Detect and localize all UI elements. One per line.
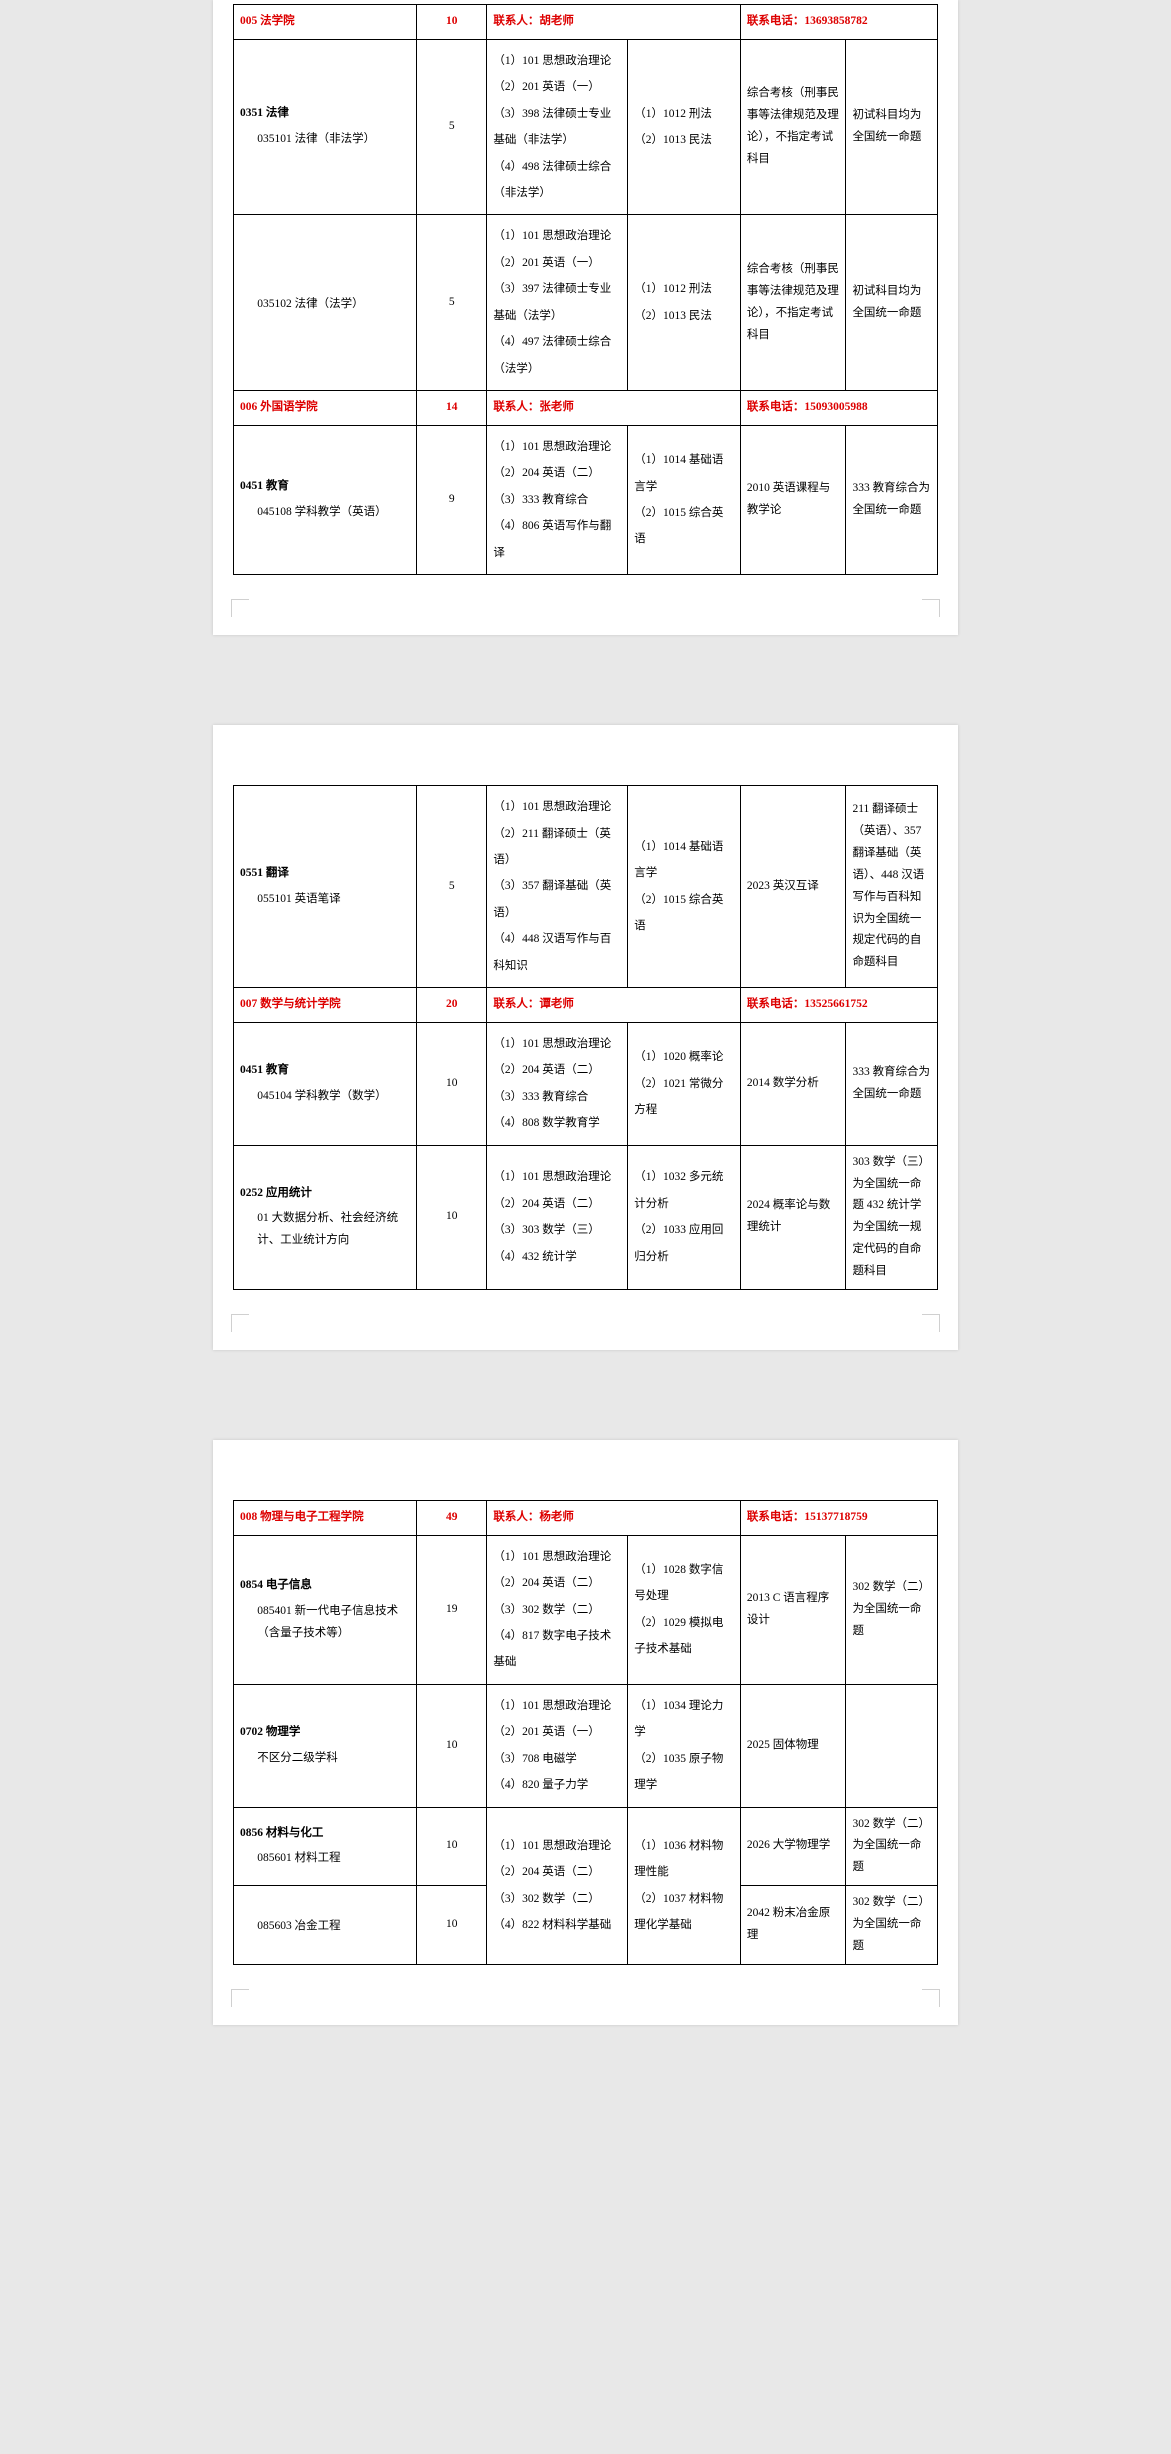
dept-contact: 联系人：杨老师 <box>487 1500 740 1535</box>
remark-cell: 初试科目均为全国统一命题 <box>846 215 938 391</box>
remark-cell <box>846 1684 938 1807</box>
dept-header-row: 005 法学院10联系人：胡老师联系电话：13693858782 <box>234 5 938 40</box>
dept-quota: 14 <box>417 391 487 426</box>
program-row: 035102 法律（法学）5（1）101 思想政治理论（2）201 英语（一）（… <box>234 215 938 391</box>
initial-exam-cell: （1）101 思想政治理论（2）204 英语（二）（3）302 数学（二）（4）… <box>487 1535 628 1684</box>
additional-cell: 2026 大学物理学 <box>740 1807 846 1886</box>
initial-exam-cell: （1）101 思想政治理论（2）204 英语（二）（3）333 教育综合（4）8… <box>487 425 628 574</box>
quota-cell: 10 <box>417 1886 487 1965</box>
major-cell: 0854 电子信息085401 新一代电子信息技术（含量子技术等） <box>234 1535 417 1684</box>
retest-cell: （1）1014 基础语言学（2）1015 综合英语 <box>628 425 741 574</box>
document-page: 005 法学院10联系人：胡老师联系电话：136938587820351 法律0… <box>213 0 958 635</box>
initial-exam-cell: （1）101 思想政治理论（2）204 英语（二）（3）302 数学（二）（4）… <box>487 1807 628 1964</box>
quota-cell: 10 <box>417 1023 487 1146</box>
dept-header-row: 007 数学与统计学院20联系人：谭老师联系电话：13525661752 <box>234 988 938 1023</box>
dept-quota: 20 <box>417 988 487 1023</box>
quota-cell: 5 <box>417 786 487 988</box>
additional-cell: 2014 数学分析 <box>740 1023 846 1146</box>
retest-cell: （1）1012 刑法（2）1013 民法 <box>628 215 741 391</box>
major-cell: 035102 法律（法学） <box>234 215 417 391</box>
program-row: 0351 法律035101 法律（非法学）5（1）101 思想政治理论（2）20… <box>234 39 938 215</box>
program-row: 0252 应用统计01 大数据分析、社会经济统计、工业统计方向10（1）101 … <box>234 1145 938 1289</box>
additional-cell: 2023 英汉互译 <box>740 786 846 988</box>
initial-exam-cell: （1）101 思想政治理论（2）211 翻译硕士（英语）（3）357 翻译基础（… <box>487 786 628 988</box>
additional-cell: 2010 英语课程与教学论 <box>740 425 846 574</box>
quota-cell: 9 <box>417 425 487 574</box>
additional-cell: 综合考核（刑事民事等法律规范及理论），不指定考试科目 <box>740 215 846 391</box>
page-corner-mark <box>231 1314 249 1332</box>
additional-cell: 2024 概率论与数理统计 <box>740 1145 846 1289</box>
initial-exam-cell: （1）101 思想政治理论（2）204 英语（二）（3）303 数学（三）（4）… <box>487 1145 628 1289</box>
program-row: 0702 物理学不区分二级学科10（1）101 思想政治理论（2）201 英语（… <box>234 1684 938 1807</box>
retest-cell: （1）1014 基础语言学（2）1015 综合英语 <box>628 786 741 988</box>
dept-header-row: 006 外国语学院14联系人：张老师联系电话：15093005988 <box>234 391 938 426</box>
major-cell: 0451 教育045108 学科教学（英语） <box>234 425 417 574</box>
dept-name: 008 物理与电子工程学院 <box>234 1500 417 1535</box>
program-table: 008 物理与电子工程学院49联系人：杨老师联系电话：1513771875908… <box>233 1500 938 1965</box>
major-cell: 0551 翻译055101 英语笔译 <box>234 786 417 988</box>
retest-cell: （1）1034 理论力学（2）1035 原子物理学 <box>628 1684 741 1807</box>
program-row: 0551 翻译055101 英语笔译5（1）101 思想政治理论（2）211 翻… <box>234 786 938 988</box>
quota-cell: 19 <box>417 1535 487 1684</box>
dept-phone: 联系电话：13525661752 <box>740 988 937 1023</box>
retest-cell: （1）1028 数字信号处理（2）1029 模拟电子技术基础 <box>628 1535 741 1684</box>
dept-name: 007 数学与统计学院 <box>234 988 417 1023</box>
additional-cell: 2025 固体物理 <box>740 1684 846 1807</box>
dept-name: 005 法学院 <box>234 5 417 40</box>
dept-phone: 联系电话：15093005988 <box>740 391 937 426</box>
major-cell: 085603 冶金工程 <box>234 1886 417 1965</box>
program-table: 005 法学院10联系人：胡老师联系电话：136938587820351 法律0… <box>233 4 938 575</box>
page-corner-mark <box>231 1989 249 2007</box>
quota-cell: 10 <box>417 1145 487 1289</box>
quota-cell: 10 <box>417 1684 487 1807</box>
remark-cell: 302 数学（二）为全国统一命题 <box>846 1886 938 1965</box>
initial-exam-cell: （1）101 思想政治理论（2）204 英语（二）（3）333 教育综合（4）8… <box>487 1023 628 1146</box>
dept-contact: 联系人：胡老师 <box>487 5 740 40</box>
dept-name: 006 外国语学院 <box>234 391 417 426</box>
quota-cell: 5 <box>417 215 487 391</box>
quota-cell: 10 <box>417 1807 487 1886</box>
dept-quota: 10 <box>417 5 487 40</box>
retest-cell: （1）1032 多元统计分析（2）1033 应用回归分析 <box>628 1145 741 1289</box>
additional-cell: 2042 粉末冶金原理 <box>740 1886 846 1965</box>
remark-cell: 333 教育综合为全国统一命题 <box>846 425 938 574</box>
page-corner-mark <box>231 599 249 617</box>
initial-exam-cell: （1）101 思想政治理论（2）201 英语（一）（3）397 法律硕士专业基础… <box>487 215 628 391</box>
additional-cell: 综合考核（刑事民事等法律规范及理论），不指定考试科目 <box>740 39 846 215</box>
retest-cell: （1）1020 概率论（2）1021 常微分方程 <box>628 1023 741 1146</box>
dept-header-row: 008 物理与电子工程学院49联系人：杨老师联系电话：15137718759 <box>234 1500 938 1535</box>
remark-cell: 333 教育综合为全国统一命题 <box>846 1023 938 1146</box>
program-row: 0854 电子信息085401 新一代电子信息技术（含量子技术等）19（1）10… <box>234 1535 938 1684</box>
initial-exam-cell: （1）101 思想政治理论（2）201 英语（一）（3）708 电磁学（4）82… <box>487 1684 628 1807</box>
additional-cell: 2013 C 语言程序设计 <box>740 1535 846 1684</box>
major-cell: 0252 应用统计01 大数据分析、社会经济统计、工业统计方向 <box>234 1145 417 1289</box>
document-page: 0551 翻译055101 英语笔译5（1）101 思想政治理论（2）211 翻… <box>213 725 958 1350</box>
initial-exam-cell: （1）101 思想政治理论（2）201 英语（一）（3）398 法律硕士专业基础… <box>487 39 628 215</box>
retest-cell: （1）1012 刑法（2）1013 民法 <box>628 39 741 215</box>
remark-cell: 211 翻译硕士（英语）、357 翻译基础（英语）、448 汉语写作与百科知识为… <box>846 786 938 988</box>
dept-contact: 联系人：张老师 <box>487 391 740 426</box>
dept-phone: 联系电话：13693858782 <box>740 5 937 40</box>
program-row: 0856 材料与化工085601 材料工程10（1）101 思想政治理论（2）2… <box>234 1807 938 1886</box>
page-corner-mark <box>922 1989 940 2007</box>
retest-cell: （1）1036 材料物理性能（2）1037 材料物理化学基础 <box>628 1807 741 1964</box>
dept-phone: 联系电话：15137718759 <box>740 1500 937 1535</box>
major-cell: 0451 教育045104 学科教学（数学） <box>234 1023 417 1146</box>
program-row: 0451 教育045108 学科教学（英语）9（1）101 思想政治理论（2）2… <box>234 425 938 574</box>
quota-cell: 5 <box>417 39 487 215</box>
major-cell: 0351 法律035101 法律（非法学） <box>234 39 417 215</box>
program-row: 0451 教育045104 学科教学（数学）10（1）101 思想政治理论（2）… <box>234 1023 938 1146</box>
page-corner-mark <box>922 599 940 617</box>
program-table: 0551 翻译055101 英语笔译5（1）101 思想政治理论（2）211 翻… <box>233 785 938 1290</box>
remark-cell: 303 数学（三）为全国统一命题 432 统计学为全国统一规定代码的自命题科目 <box>846 1145 938 1289</box>
remark-cell: 302 数学（二）为全国统一命题 <box>846 1535 938 1684</box>
major-cell: 0702 物理学不区分二级学科 <box>234 1684 417 1807</box>
document-page: 008 物理与电子工程学院49联系人：杨老师联系电话：1513771875908… <box>213 1440 958 2025</box>
dept-quota: 49 <box>417 1500 487 1535</box>
remark-cell: 初试科目均为全国统一命题 <box>846 39 938 215</box>
dept-contact: 联系人：谭老师 <box>487 988 740 1023</box>
major-cell: 0856 材料与化工085601 材料工程 <box>234 1807 417 1886</box>
page-corner-mark <box>922 1314 940 1332</box>
remark-cell: 302 数学（二）为全国统一命题 <box>846 1807 938 1886</box>
